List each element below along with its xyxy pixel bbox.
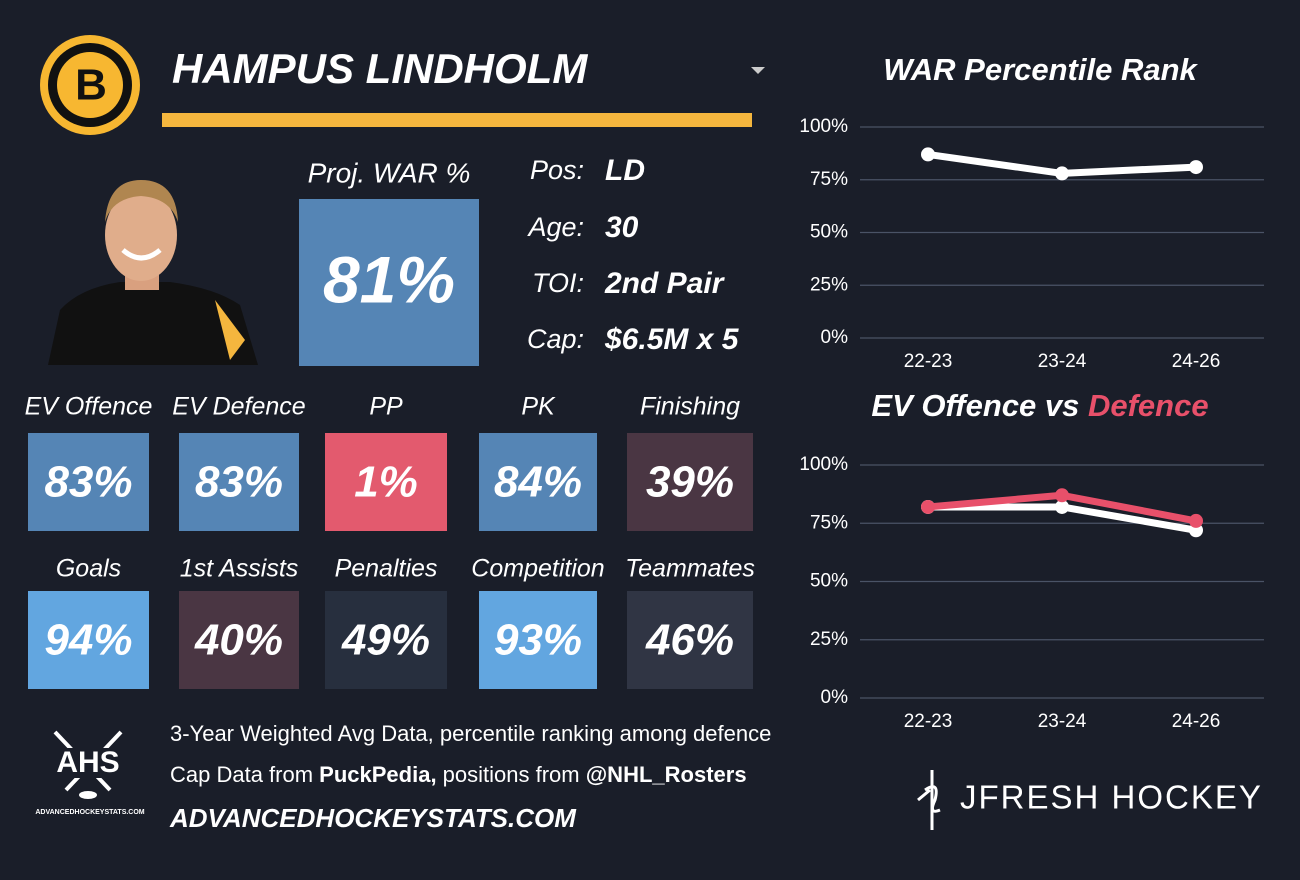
tile-label: EV Defence	[172, 393, 305, 421]
ahs-logo-caption: ADVANCEDHOCKEYSTATS.COM	[35, 809, 144, 816]
info-label: TOI:	[532, 268, 584, 298]
footer-link: PuckPedia,	[319, 762, 436, 787]
charts: WAR Percentile Rank 0% 25% 50% 75% 100% 22-23 2…	[799, 52, 1264, 732]
y-tick-label: 25%	[810, 629, 848, 650]
info-list: Pos: LD Age: 30 TOI: 2nd Pair Cap: $6.5M x 5	[526, 154, 739, 356]
footer-site: ADVANCEDHOCKEYSTATS.COM	[169, 803, 577, 833]
title-part: EV Offence	[871, 388, 1036, 423]
series-point	[921, 147, 935, 162]
tile-label: Goals	[56, 555, 121, 583]
stat-tile	[28, 591, 149, 689]
stat-tiles: EV Offence 83% EV Defence 83% PP 1% PK 84% Finis…	[25, 393, 755, 689]
brand-logo: JFRESH HOCKEY	[917, 770, 1263, 830]
info-value: $6.5M x 5	[604, 323, 740, 356]
y-tick-label: 100%	[799, 454, 848, 475]
stat-tile	[479, 433, 597, 531]
y-tick-label: 0%	[821, 687, 849, 708]
ahs-logo: AHS ADVANCEDHOCKEYSTATS.COM	[35, 730, 145, 816]
tile-value: 84%	[494, 458, 582, 507]
footer-line: Cap Data from PuckPedia, positions from …	[170, 762, 747, 787]
x-tick-label: 22-23	[904, 351, 953, 372]
projection-value: 81%	[323, 242, 455, 316]
tile-value: 39%	[646, 458, 734, 507]
info-label: Age:	[526, 212, 584, 242]
title-part: vs	[1045, 388, 1079, 423]
player-name: HAMPUS LINDHOLM	[172, 45, 588, 92]
stat-tile	[179, 433, 299, 531]
tile-label: EV Offence	[25, 393, 153, 421]
tile-value: 46%	[645, 616, 734, 665]
stat-tile	[28, 433, 149, 531]
player-photo	[48, 180, 258, 365]
series-point	[1055, 499, 1069, 514]
stat-tile	[325, 433, 447, 531]
tile-value: 49%	[341, 616, 430, 665]
brand-name: JFRESH HOCKEY	[960, 779, 1263, 816]
tile-label: Finishing	[640, 393, 740, 421]
name-underline	[162, 113, 752, 127]
y-tick-label: 25%	[810, 274, 848, 295]
y-tick-label: 100%	[799, 116, 848, 137]
info-label: Cap:	[527, 324, 584, 354]
title-part: Defence	[1088, 388, 1209, 423]
logo-letter: B	[75, 61, 107, 110]
x-tick-label: 23-24	[1038, 351, 1087, 372]
stat-tile	[325, 591, 447, 689]
footer-text: Cap Data from	[170, 762, 319, 787]
tile-label: Teammates	[625, 555, 755, 583]
x-tick-label: 23-24	[1038, 711, 1087, 732]
info-value: 2nd Pair	[604, 267, 726, 300]
series-point	[1055, 166, 1069, 181]
tile-label: Competition	[471, 555, 604, 583]
series-point	[1189, 160, 1203, 175]
tile-value: 83%	[44, 458, 132, 507]
info-value: LD	[605, 154, 645, 187]
stat-tile	[627, 591, 753, 689]
projection-tile	[299, 199, 479, 366]
projection-label: Proj. WAR %	[308, 157, 471, 188]
x-tick-label: 24-26	[1172, 711, 1221, 732]
ahs-logo-text: AHS	[56, 746, 119, 779]
tile-value: 83%	[195, 458, 283, 507]
chart-title: WAR Percentile Rank	[883, 52, 1198, 87]
tile-label: 1st Assists	[180, 555, 299, 583]
stat-tile	[179, 591, 299, 689]
footer-text: positions from	[437, 762, 586, 787]
info-value: 30	[605, 211, 639, 244]
info-label: Pos:	[530, 155, 584, 185]
stat-tile	[627, 433, 753, 531]
footer-link: @NHL_Rosters	[586, 762, 747, 787]
tile-value: 1%	[354, 458, 418, 507]
y-tick-label: 50%	[810, 222, 848, 243]
x-tick-label: 22-23	[904, 711, 953, 732]
team-logo: B	[40, 35, 140, 135]
y-tick-label: 75%	[810, 512, 848, 533]
tile-label: PK	[521, 393, 556, 421]
series-point	[1055, 488, 1069, 503]
x-tick-label: 24-26	[1172, 351, 1221, 372]
series-point	[921, 499, 935, 514]
tile-value: 94%	[44, 616, 132, 665]
y-tick-label: 50%	[810, 571, 848, 592]
series-point	[1189, 513, 1203, 528]
y-tick-label: 0%	[821, 327, 849, 348]
chart-title: EV Offence vs Defence	[871, 388, 1208, 423]
footer-line: 3-Year Weighted Avg Data, percentile ran…	[170, 721, 771, 746]
tile-label: PP	[369, 393, 403, 421]
tile-value: 93%	[494, 616, 582, 665]
tile-label: Penalties	[335, 555, 438, 583]
y-tick-label: 75%	[810, 169, 848, 190]
dropdown-caret[interactable]	[751, 67, 765, 74]
stat-tile	[479, 591, 597, 689]
tile-value: 40%	[194, 616, 283, 665]
